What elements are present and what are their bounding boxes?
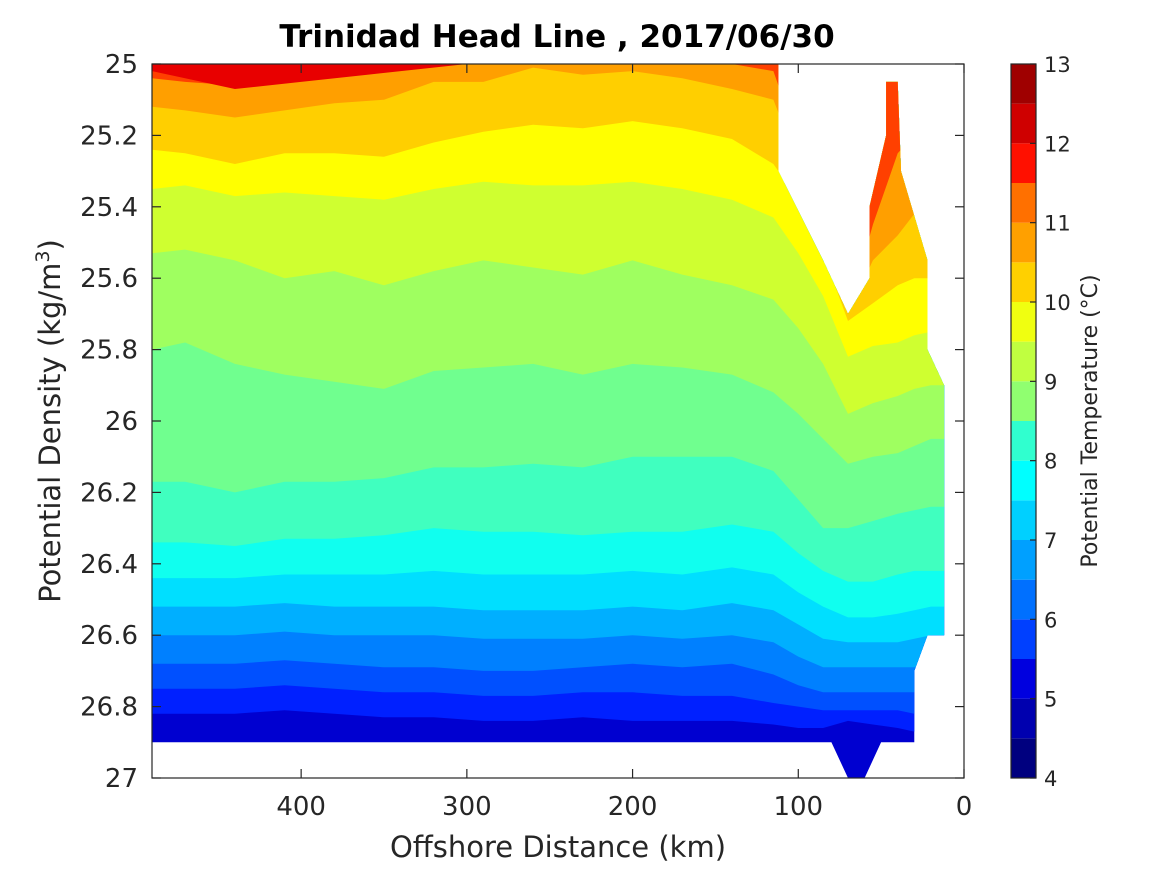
colorbar-frame — [1010, 63, 1037, 779]
colorbar: 13 12 11 10 9 8 7 6 5 4 — [1010, 53, 1071, 791]
colorbar-band — [1011, 460, 1036, 501]
colorbar-band — [1011, 500, 1036, 540]
colorbar-band — [1011, 698, 1036, 739]
colorbar-band — [1011, 381, 1036, 421]
x-tick-label: 100 — [773, 792, 823, 822]
y-tick-label: 25.6 — [80, 264, 138, 294]
y-axis-label-sup: 3 — [32, 250, 54, 262]
colorbar-tick-label: 7 — [1044, 529, 1057, 553]
colorbar-band — [1011, 143, 1036, 183]
y-tick-label: 27 — [105, 764, 138, 794]
y-axis-label-main: Potential Density (kg/m — [33, 263, 67, 603]
colorbar-tick-label: 8 — [1044, 450, 1057, 474]
colorbar-band — [1011, 222, 1036, 263]
colorbar-band — [1011, 421, 1036, 461]
y-tick-label: 26.4 — [80, 550, 138, 580]
y-tick-label: 25 — [105, 50, 138, 80]
x-tick-label: 300 — [442, 792, 492, 822]
colorbar-band — [1011, 64, 1036, 104]
colorbar-tick-label: 10 — [1044, 291, 1071, 315]
colorbar-tick-label: 12 — [1044, 132, 1071, 156]
colorbar-band — [1011, 540, 1036, 580]
x-tick-label: 200 — [608, 792, 658, 822]
colorbar-tick-label: 6 — [1044, 608, 1057, 632]
y-tick-label: 25.2 — [80, 121, 138, 151]
band-warmest — [152, 64, 779, 89]
colorbar-band — [1011, 659, 1036, 699]
colorbar-band — [1011, 262, 1036, 302]
colorbar-label: Potential Temperature (°C) — [1078, 274, 1103, 567]
colorbar-tick-label: 13 — [1044, 53, 1071, 77]
colorbar-band — [1011, 738, 1036, 778]
band-above-11-5c — [152, 64, 945, 314]
colorbar-tick-label: 11 — [1044, 212, 1071, 236]
y-tick-label: 26.2 — [80, 478, 138, 508]
colorbar-band — [1011, 302, 1036, 342]
y-axis-label-close: ) — [33, 239, 67, 250]
colorbar-tick-label: 4 — [1044, 767, 1057, 791]
y-axis-label: Potential Density (kg/m3) — [32, 239, 67, 603]
x-tick-label: 0 — [956, 792, 973, 822]
y-tick-label: 26 — [105, 407, 138, 437]
y-axis-ticks: 25 25.2 25.4 25.6 25.8 26 26.2 26.4 26.6 26.8 27 — [80, 50, 964, 794]
y-tick-label: 26.8 — [80, 693, 138, 723]
x-axis-label: Offshore Distance (km) — [390, 830, 726, 864]
chart-title: Trinidad Head Line , 2017/06/30 — [279, 19, 834, 55]
x-tick-label: 400 — [276, 792, 326, 822]
colorbar-band — [1011, 183, 1036, 223]
colorbar-band — [1011, 103, 1036, 144]
colorbar-tick-label: 9 — [1044, 370, 1057, 394]
colorbar-band — [1011, 341, 1036, 382]
x-axis-ticks: 400 300 200 100 0 — [276, 64, 972, 822]
colorbar-band — [1011, 579, 1036, 620]
y-tick-label: 25.4 — [80, 193, 138, 223]
y-tick-label: 26.6 — [80, 621, 138, 651]
colorbar-band — [1011, 619, 1036, 659]
y-tick-label: 25.8 — [80, 336, 138, 366]
colorbar-tick-label: 5 — [1044, 688, 1057, 712]
